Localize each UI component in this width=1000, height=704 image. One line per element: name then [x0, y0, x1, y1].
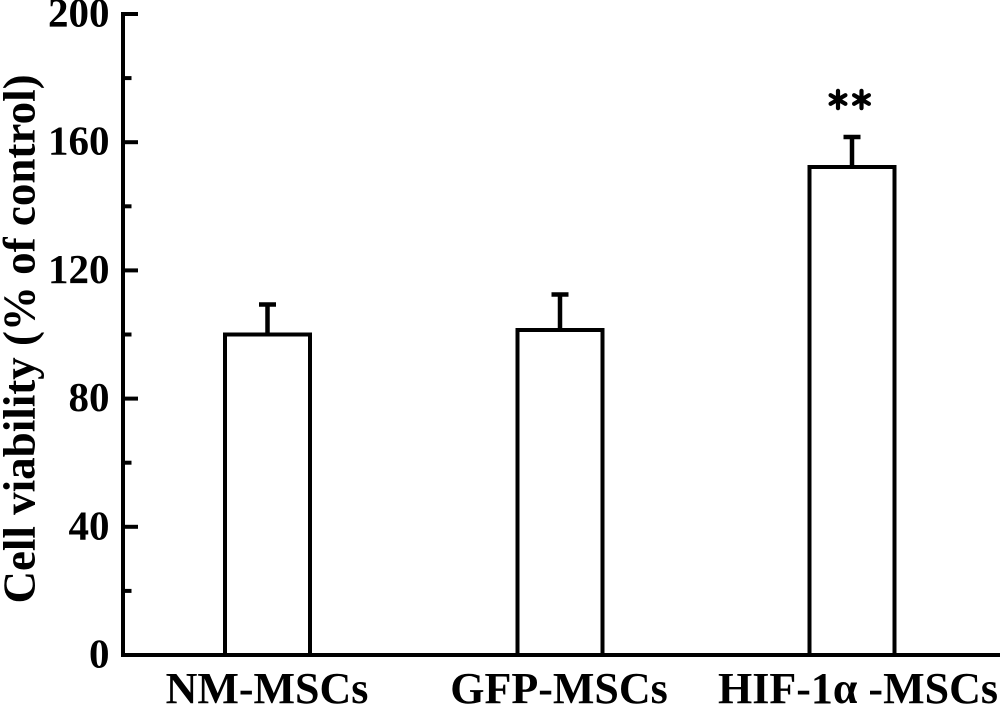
- svg-text:Cell viability (% of control): Cell viability (% of control): [0, 74, 45, 603]
- svg-text:120: 120: [48, 246, 110, 292]
- svg-text:160: 160: [48, 118, 110, 164]
- svg-text:0: 0: [89, 630, 110, 676]
- svg-text:HIF-1α -MSCs: HIF-1α -MSCs: [718, 664, 998, 704]
- svg-text:GFP-MSCs: GFP-MSCs: [450, 664, 668, 704]
- svg-text:40: 40: [69, 502, 110, 548]
- svg-text:200: 200: [48, 0, 110, 36]
- svg-text:80: 80: [69, 374, 110, 420]
- svg-text:NM-MSCs: NM-MSCs: [166, 664, 369, 704]
